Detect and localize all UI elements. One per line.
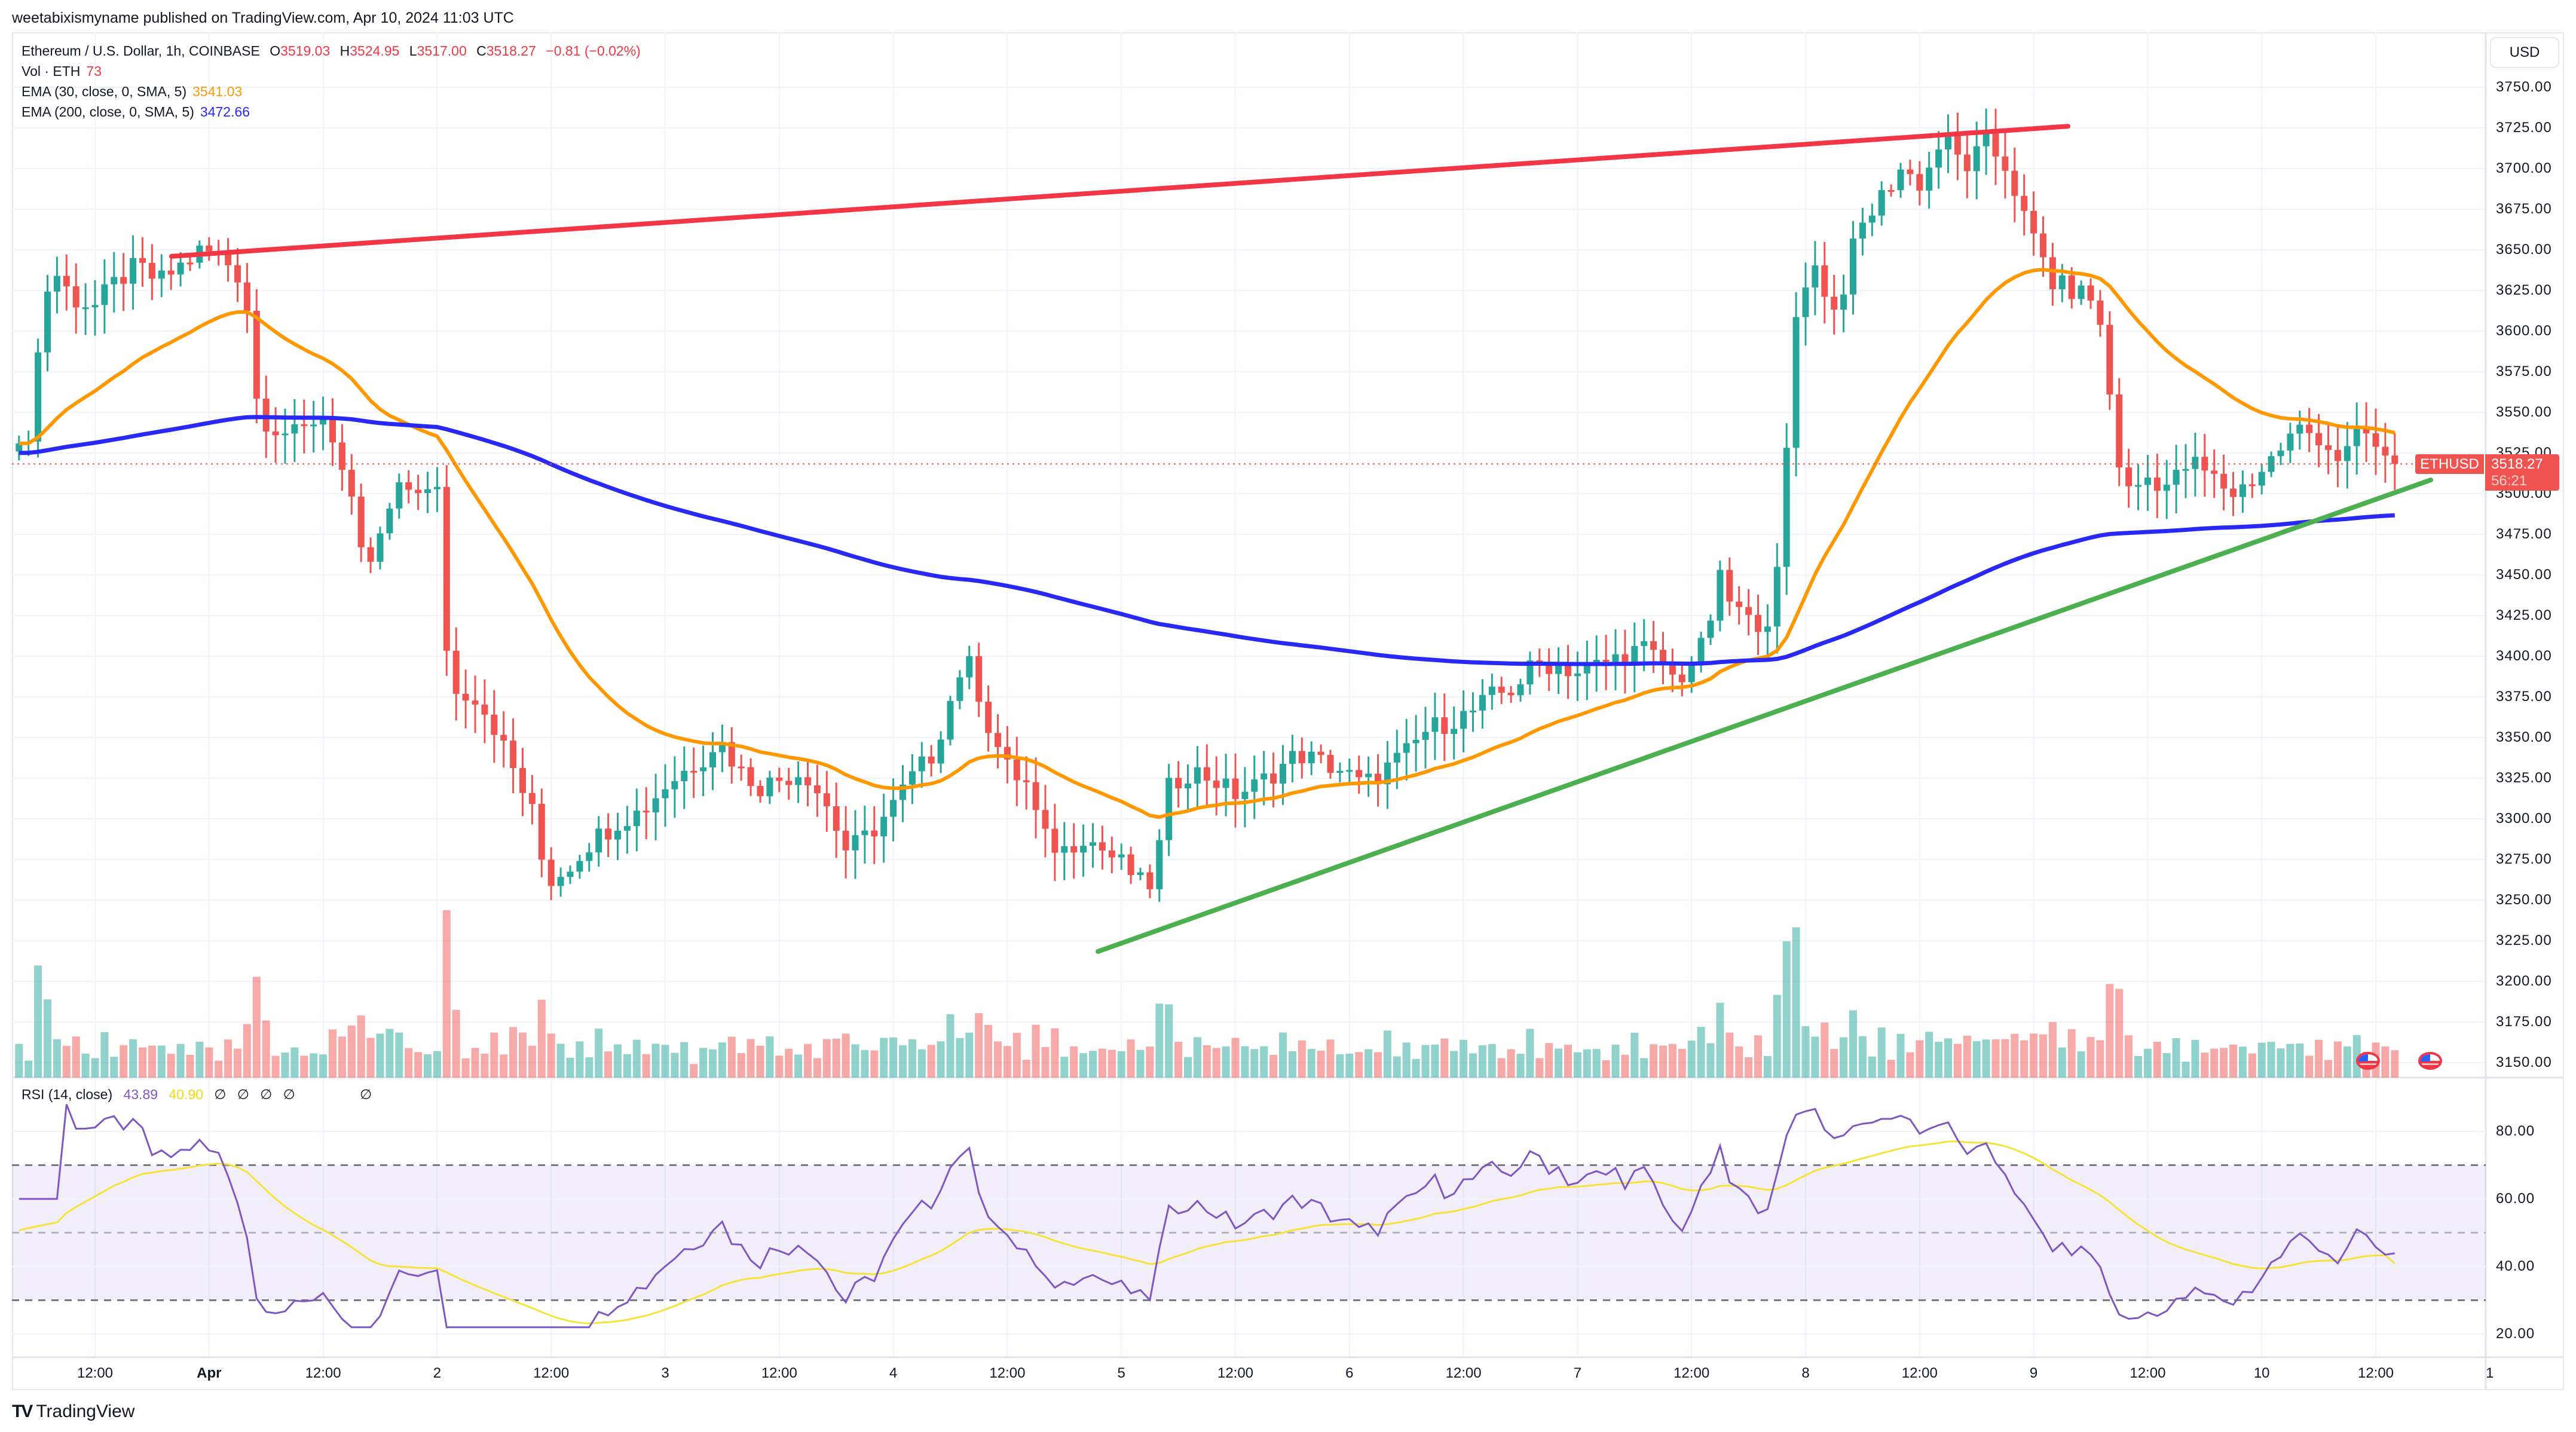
time-tick: 12:00	[533, 1365, 570, 1381]
ohlc-low: L3517.00	[409, 43, 467, 59]
price-change: −0.81 (−0.02%)	[546, 43, 641, 59]
symbol-price-label: ETHUSD	[2415, 454, 2484, 474]
price-tick: 3200.00	[2496, 973, 2552, 989]
time-tick: 12:00	[761, 1365, 797, 1381]
time-tick: 8	[1801, 1365, 1810, 1381]
price-tick: 3700.00	[2496, 160, 2552, 176]
time-tick: 10	[2253, 1365, 2270, 1381]
rsi-value: 43.89	[123, 1087, 158, 1102]
time-tick: 6	[1345, 1365, 1354, 1381]
time-tick: 4	[889, 1365, 898, 1381]
currency-selector[interactable]: USD	[2490, 37, 2559, 68]
time-tick: 2	[433, 1365, 442, 1381]
price-tick: 3325.00	[2496, 770, 2552, 786]
price-tick: 3225.00	[2496, 932, 2552, 948]
price-tick: 3250.00	[2496, 892, 2552, 908]
price-tick: 3750.00	[2496, 79, 2552, 95]
price-tick: 3600.00	[2496, 323, 2552, 339]
rsi-tick: 40.00	[2496, 1258, 2535, 1274]
volume-legend[interactable]: Vol · ETH 73	[22, 63, 102, 79]
time-tick: 12:00	[305, 1365, 341, 1381]
time-tick: 12:00	[2130, 1365, 2166, 1381]
time-tick: 12:00	[2357, 1365, 2394, 1381]
rsi-tick: 20.00	[2496, 1326, 2535, 1342]
last-price-label: 3518.27 56:21	[2485, 454, 2559, 491]
time-tick: 12:00	[1217, 1365, 1254, 1381]
price-tick: 3425.00	[2496, 607, 2552, 623]
ema30-legend[interactable]: EMA (30, close, 0, SMA, 5) 3541.03	[22, 84, 243, 99]
rsi-tick: 60.00	[2496, 1191, 2535, 1207]
time-tick: 9	[2029, 1365, 2038, 1381]
ohlc-open: O3519.03	[270, 43, 331, 59]
price-tick: 3300.00	[2496, 810, 2552, 827]
price-tick: 3550.00	[2496, 404, 2552, 420]
volume-value: 73	[86, 63, 102, 79]
symbol-legend[interactable]: Ethereum / U.S. Dollar, 1h, COINBASE O35…	[22, 43, 647, 59]
us-flag-event-icon[interactable]	[2356, 1052, 2380, 1070]
ema200-legend[interactable]: EMA (200, close, 0, SMA, 5) 3472.66	[22, 104, 250, 120]
time-tick: 7	[1573, 1365, 1582, 1381]
time-tick: 12:00	[77, 1365, 114, 1381]
time-tick: 3	[661, 1365, 669, 1381]
time-tick: 12:00	[1674, 1365, 1710, 1381]
us-flag-event-icon[interactable]	[2418, 1052, 2442, 1070]
ohlc-close: C3518.27	[476, 43, 536, 59]
price-tick: 3725.00	[2496, 120, 2552, 136]
price-tick: 3650.00	[2496, 241, 2552, 258]
price-tick: 3275.00	[2496, 851, 2552, 867]
tradingview-logo[interactable]: TV TradingView	[12, 1402, 135, 1421]
price-tick: 3350.00	[2496, 729, 2552, 745]
bar-countdown: 56:21	[2491, 473, 2528, 489]
price-tick: 3475.00	[2496, 526, 2552, 542]
price-tick: 3625.00	[2496, 282, 2552, 298]
time-tick: 1	[2486, 1365, 2494, 1381]
publisher-caption: weetabixismyname published on TradingVie…	[12, 10, 514, 26]
price-tick: 3375.00	[2496, 689, 2552, 705]
symbol-title: Ethereum / U.S. Dollar, 1h, COINBASE	[22, 43, 260, 59]
price-tick: 3575.00	[2496, 363, 2552, 380]
ema200-value: 3472.66	[200, 104, 250, 120]
rsi-ma-value: 40.90	[169, 1087, 204, 1102]
price-tick: 3400.00	[2496, 648, 2552, 664]
chart-frame	[12, 32, 2564, 1390]
time-tick: 12:00	[989, 1365, 1026, 1381]
time-tick: Apr	[197, 1365, 222, 1381]
price-tick: 3675.00	[2496, 201, 2552, 217]
time-tick: 12:00	[1445, 1365, 1482, 1381]
ema30-value: 3541.03	[192, 84, 243, 99]
price-tick: 3175.00	[2496, 1014, 2552, 1030]
rsi-legend[interactable]: RSI (14, close) 43.89 40.90 ∅ ∅ ∅ ∅ ∅	[22, 1087, 372, 1102]
ohlc-high: H3524.95	[339, 43, 400, 59]
time-tick: 5	[1117, 1365, 1125, 1381]
price-tick: 3450.00	[2496, 567, 2552, 583]
time-tick: 12:00	[1901, 1365, 1938, 1381]
rsi-tick: 80.00	[2496, 1123, 2535, 1139]
price-tick: 3150.00	[2496, 1054, 2552, 1070]
tradingview-mark-icon: TV	[12, 1402, 33, 1421]
